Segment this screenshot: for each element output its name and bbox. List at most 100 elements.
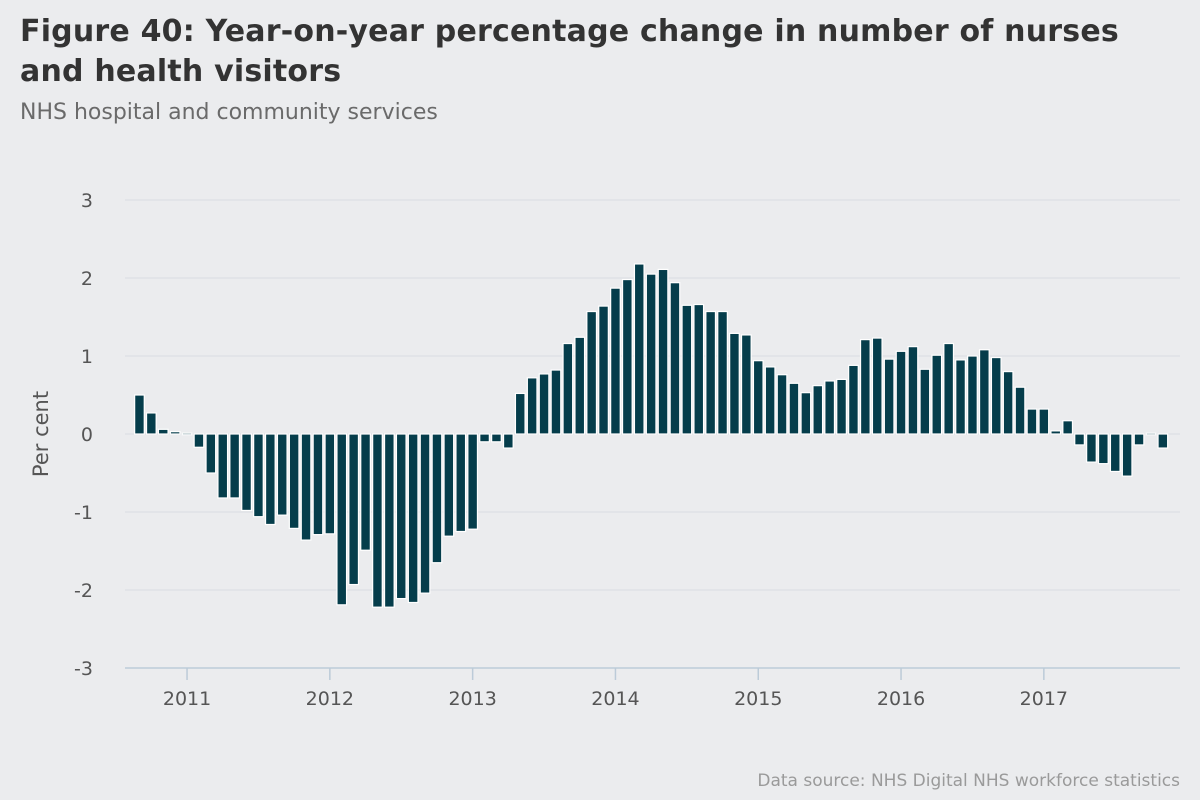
bar xyxy=(1145,432,1157,436)
bar xyxy=(717,310,728,435)
bar xyxy=(681,304,693,435)
bar xyxy=(479,433,490,443)
bar xyxy=(1038,408,1050,435)
bar xyxy=(145,412,157,435)
bar xyxy=(705,310,717,435)
bar xyxy=(574,336,586,435)
bar xyxy=(1097,433,1109,465)
bar xyxy=(895,350,907,435)
chart-title: Figure 40: Year-on-year percentage chang… xyxy=(20,14,1119,89)
bar xyxy=(229,433,241,499)
bar xyxy=(931,354,943,435)
bar xyxy=(1026,408,1038,435)
bar xyxy=(824,380,836,435)
bar xyxy=(1121,433,1133,477)
bar xyxy=(300,433,312,541)
bar xyxy=(610,287,621,435)
y-tick-label: -1 xyxy=(74,502,93,524)
bar xyxy=(598,305,609,435)
bar xyxy=(264,433,276,526)
bar xyxy=(491,433,502,443)
bar xyxy=(740,334,752,435)
bar xyxy=(372,433,383,608)
bar xyxy=(1074,433,1085,446)
y-tick-label: -3 xyxy=(74,658,93,680)
bar xyxy=(871,337,883,435)
bar xyxy=(538,373,550,435)
y-tick-label: 3 xyxy=(81,190,93,212)
bar xyxy=(336,433,348,606)
x-tick-label: 2017 xyxy=(1020,688,1068,710)
y-axis-ticks: 3 2 1 0 -1 -2 -3 xyxy=(74,190,93,680)
y-tick-label: 2 xyxy=(81,268,93,290)
bar xyxy=(1086,433,1097,463)
bar xyxy=(193,433,205,448)
bar xyxy=(360,433,371,551)
bar xyxy=(383,433,395,608)
bar xyxy=(181,432,193,436)
bar xyxy=(1109,433,1121,473)
bar xyxy=(253,433,264,518)
bars xyxy=(134,263,1169,608)
x-tick-label: 2013 xyxy=(448,688,496,710)
bar xyxy=(693,303,705,435)
bar xyxy=(348,433,360,586)
bar xyxy=(526,377,538,435)
bar xyxy=(919,368,931,435)
bar xyxy=(800,392,812,435)
bar xyxy=(764,366,776,435)
x-tick-label: 2015 xyxy=(734,688,782,710)
bar xyxy=(1050,430,1062,435)
bar xyxy=(431,433,443,564)
bar xyxy=(812,385,824,435)
bar xyxy=(943,342,955,435)
bar xyxy=(217,433,229,499)
y-axis-title: Per cent xyxy=(29,391,53,477)
bar xyxy=(419,433,431,594)
bar xyxy=(1014,386,1026,435)
bar xyxy=(502,433,514,449)
bar xyxy=(967,355,978,435)
bar xyxy=(241,433,252,512)
y-tick-label: 0 xyxy=(81,424,93,446)
bar xyxy=(586,310,598,435)
data-source-note: Data source: NHS Digital NHS workforce s… xyxy=(757,771,1180,791)
bar xyxy=(669,282,681,435)
bar xyxy=(621,278,633,435)
bar xyxy=(550,369,562,435)
bar xyxy=(776,374,788,435)
bar xyxy=(395,433,407,600)
bar xyxy=(1002,371,1014,435)
bar xyxy=(657,268,669,435)
bar xyxy=(859,339,871,435)
bar xyxy=(1133,433,1145,446)
bar xyxy=(407,433,419,604)
x-axis-ticks: 2011 2012 2013 2014 2015 2016 2017 xyxy=(163,668,1068,710)
y-tick-label: -2 xyxy=(74,580,93,602)
bar xyxy=(907,346,919,435)
bar xyxy=(455,433,467,533)
bar xyxy=(978,349,990,435)
bar xyxy=(514,392,526,435)
bar xyxy=(288,433,300,529)
bar xyxy=(788,382,800,435)
bar xyxy=(467,433,479,530)
bar xyxy=(836,378,847,435)
bar xyxy=(990,356,1002,435)
bar xyxy=(955,359,966,435)
bar xyxy=(169,431,181,435)
x-tick-label: 2014 xyxy=(591,688,639,710)
bar xyxy=(752,360,764,435)
x-tick-label: 2012 xyxy=(306,688,354,710)
y-tick-label: 1 xyxy=(81,346,93,368)
bar xyxy=(312,433,324,536)
bar xyxy=(645,273,657,435)
x-tick-label: 2011 xyxy=(163,688,211,710)
bar xyxy=(276,433,288,516)
bar xyxy=(848,364,859,435)
bar xyxy=(562,342,574,435)
chart-subtitle: NHS hospital and community services xyxy=(20,100,438,125)
bar xyxy=(134,394,145,435)
bar xyxy=(1062,420,1074,435)
